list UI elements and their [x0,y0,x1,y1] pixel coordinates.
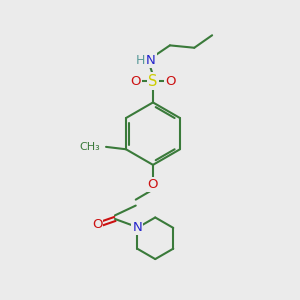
Text: O: O [130,74,141,88]
Text: O: O [165,74,175,88]
Text: N: N [146,54,156,67]
Text: CH₃: CH₃ [79,142,100,152]
Text: S: S [148,74,158,88]
Text: H: H [136,54,145,67]
Text: O: O [148,178,158,191]
Text: N: N [132,221,142,234]
Text: O: O [92,218,102,231]
